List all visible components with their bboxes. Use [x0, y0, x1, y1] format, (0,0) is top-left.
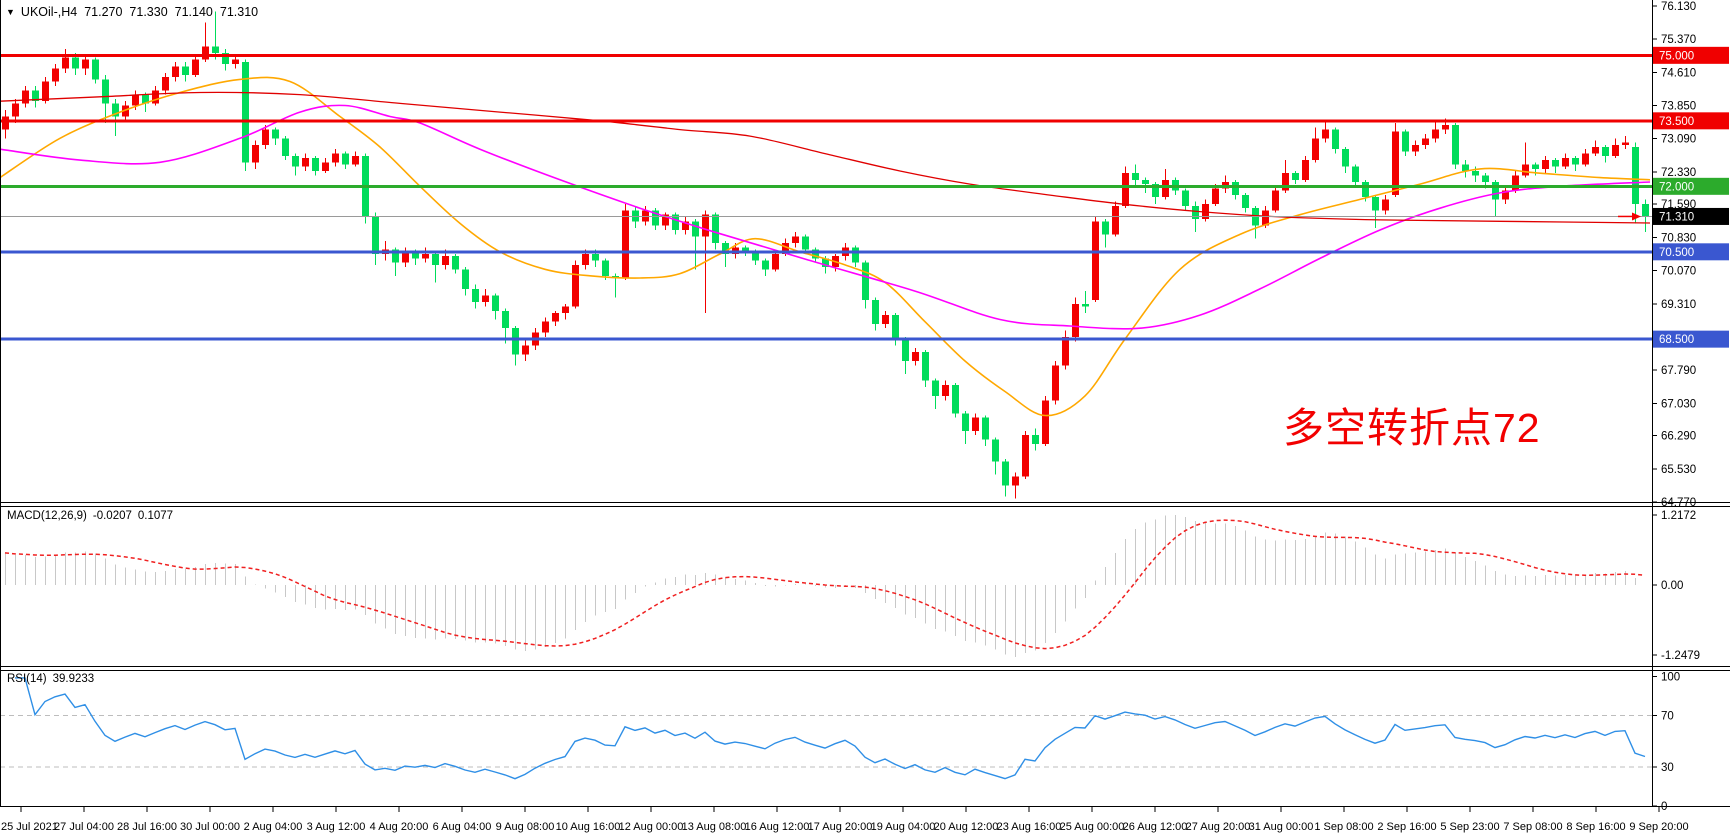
svg-text:66.290: 66.290 — [1661, 431, 1696, 443]
svg-text:28 Jul 16:00: 28 Jul 16:00 — [117, 821, 177, 833]
svg-text:3 Aug 12:00: 3 Aug 12:00 — [307, 821, 366, 833]
svg-text:25 Aug 00:00: 25 Aug 00:00 — [1060, 821, 1125, 833]
svg-text:72.330: 72.330 — [1661, 167, 1696, 179]
svg-text:72.000: 72.000 — [1659, 181, 1694, 193]
svg-text:70: 70 — [1661, 710, 1674, 722]
svg-text:6 Aug 04:00: 6 Aug 04:00 — [433, 821, 492, 833]
svg-text:75.000: 75.000 — [1659, 50, 1694, 62]
price-panel[interactable] — [0, 11, 1652, 499]
svg-text:74.610: 74.610 — [1661, 67, 1696, 79]
price-axis[interactable]: 76.13075.37074.61073.85073.09072.33071.5… — [1652, 1, 1729, 813]
svg-text:70.070: 70.070 — [1661, 266, 1696, 278]
panel-borders — [0, 0, 1730, 807]
svg-text:13 Aug 08:00: 13 Aug 08:00 — [682, 821, 747, 833]
svg-text:26 Aug 12:00: 26 Aug 12:00 — [1123, 821, 1188, 833]
svg-text:27 Aug 20:00: 27 Aug 20:00 — [1186, 821, 1251, 833]
svg-text:30 Jul 00:00: 30 Jul 00:00 — [180, 821, 240, 833]
svg-text:2 Sep 16:00: 2 Sep 16:00 — [1377, 821, 1436, 833]
annotation-text[interactable]: 多空转折点72 — [1283, 405, 1541, 451]
svg-text:73.090: 73.090 — [1661, 134, 1696, 146]
svg-text:17 Aug 20:00: 17 Aug 20:00 — [808, 821, 873, 833]
svg-text:67.030: 67.030 — [1661, 398, 1696, 410]
svg-text:71.310: 71.310 — [1659, 211, 1694, 223]
svg-text:73.500: 73.500 — [1659, 116, 1694, 128]
svg-text:68.500: 68.500 — [1659, 334, 1694, 346]
svg-text:76.130: 76.130 — [1661, 1, 1696, 13]
svg-text:65.530: 65.530 — [1661, 464, 1696, 476]
svg-text:27 Jul 04:00: 27 Jul 04:00 — [54, 821, 114, 833]
svg-text:2 Aug 04:00: 2 Aug 04:00 — [244, 821, 303, 833]
macd-panel[interactable] — [4, 515, 1647, 657]
svg-text:67.790: 67.790 — [1661, 365, 1696, 377]
svg-text:4 Aug 20:00: 4 Aug 20:00 — [370, 821, 429, 833]
svg-text:-1.2479: -1.2479 — [1661, 650, 1700, 662]
svg-text:20 Aug 12:00: 20 Aug 12:00 — [934, 821, 999, 833]
svg-text:9 Aug 08:00: 9 Aug 08:00 — [496, 821, 555, 833]
svg-text:1.2172: 1.2172 — [1661, 510, 1696, 522]
svg-text:31 Aug 00:00: 31 Aug 00:00 — [1249, 821, 1314, 833]
rsi-panel[interactable] — [0, 677, 1652, 780]
svg-text:25 Jul 2021: 25 Jul 2021 — [1, 821, 58, 833]
svg-text:75.370: 75.370 — [1661, 34, 1696, 46]
svg-text:5 Sep 23:00: 5 Sep 23:00 — [1440, 821, 1499, 833]
svg-text:1 Sep 08:00: 1 Sep 08:00 — [1314, 821, 1373, 833]
svg-text:23 Aug 16:00: 23 Aug 16:00 — [997, 821, 1062, 833]
svg-text:10 Aug 16:00: 10 Aug 16:00 — [556, 821, 621, 833]
svg-text:0.00: 0.00 — [1661, 580, 1683, 592]
svg-text:7 Sep 08:00: 7 Sep 08:00 — [1503, 821, 1562, 833]
svg-text:73.850: 73.850 — [1661, 101, 1696, 113]
svg-text:16 Aug 12:00: 16 Aug 12:00 — [745, 821, 810, 833]
svg-text:70.500: 70.500 — [1659, 247, 1694, 259]
svg-text:30: 30 — [1661, 762, 1674, 774]
svg-text:9 Sep 20:00: 9 Sep 20:00 — [1629, 821, 1688, 833]
svg-text:8 Sep 16:00: 8 Sep 16:00 — [1566, 821, 1625, 833]
svg-text:69.310: 69.310 — [1661, 299, 1696, 311]
svg-text:12 Aug 00:00: 12 Aug 00:00 — [619, 821, 684, 833]
svg-text:100: 100 — [1661, 672, 1680, 684]
svg-text:19 Aug 04:00: 19 Aug 04:00 — [871, 821, 936, 833]
svg-text:70.830: 70.830 — [1661, 232, 1696, 244]
